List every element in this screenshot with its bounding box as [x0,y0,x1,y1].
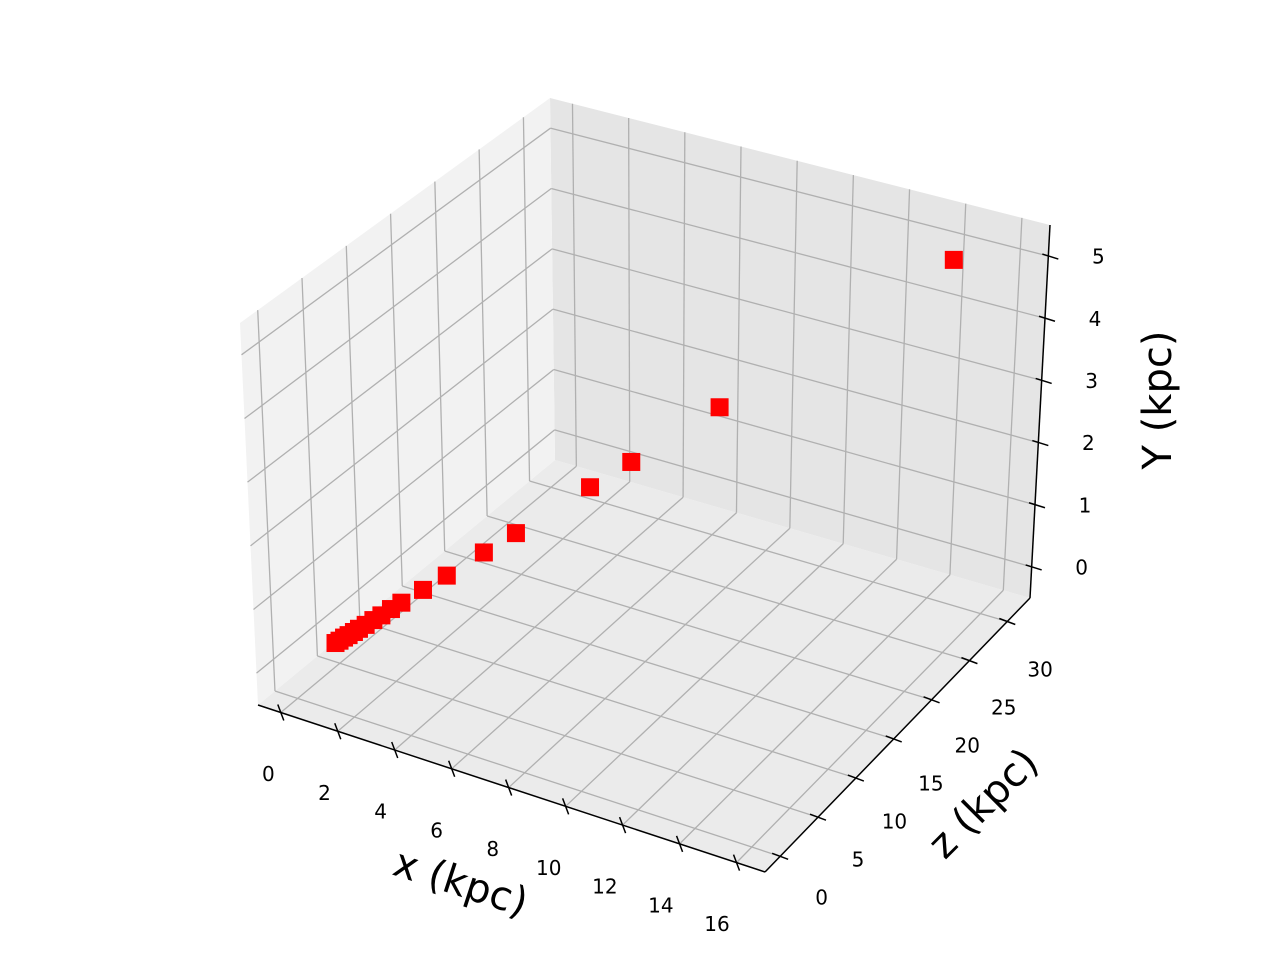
grid-line [552,308,1039,444]
x-tick-label: 12 [592,875,617,899]
x-tick-label: 14 [648,893,673,917]
grid-line [550,127,1049,257]
grid-line [274,690,781,857]
x-tick-label: 0 [262,762,275,786]
tick-mark [1038,315,1056,322]
x-tick-label: 8 [486,837,499,861]
y-tick-label: 5 [1092,245,1105,269]
marker [622,452,641,471]
grid-line [359,620,857,779]
side-pane [240,98,555,705]
grid-line [256,429,555,674]
y-tick-label: 1 [1079,493,1092,517]
grid-line [842,175,855,544]
grid-line [1002,217,1023,591]
y-tick-label: 0 [1075,555,1088,579]
grid-line [451,512,737,770]
x-tick-label: 2 [318,781,331,805]
grid-line [565,543,844,807]
grid [241,103,1049,864]
grid-line [949,203,967,575]
grid-line [486,515,970,662]
y-tick-label: 2 [1082,431,1095,455]
grid-line [444,550,932,701]
marker [944,250,963,269]
tick-mark [1025,564,1042,571]
grid-line [337,481,631,732]
grid-line [394,496,684,751]
grid-line [317,655,819,818]
marker [474,543,493,562]
y-axis-line [1029,224,1051,599]
grid-line [301,277,319,657]
z-tick-label: 25 [991,695,1016,719]
grid-line [478,149,488,517]
grid-line [250,308,554,547]
grid-line [253,368,555,611]
floor-pane [258,460,1030,872]
x-tick-label: 16 [704,912,729,936]
z-tick-label: 0 [815,885,828,909]
x-tick-label: 10 [536,856,561,880]
grid-line [508,527,791,789]
panes [240,98,1050,872]
x-axis-title: x (kpc) [388,840,534,926]
grid-line [571,103,577,467]
back-pane [550,98,1050,598]
marker [581,478,600,497]
marker [437,566,456,585]
marker [414,580,433,599]
grid-line [628,117,631,482]
tick-mark [1028,502,1046,509]
grid-line [389,213,403,587]
grid-line [735,146,742,513]
x-axis-line [257,704,766,873]
tick-mark [1035,377,1052,385]
grid-line [679,574,951,845]
grid-line [554,429,1032,568]
y-axis-title: Y (kpc) [1135,331,1181,471]
grid-line [434,181,446,552]
marks [326,250,963,653]
tick-mark [1042,253,1059,260]
grid-line [247,248,553,483]
marker [710,398,729,417]
grid-line [551,187,1046,319]
marker [506,524,525,543]
grid-line [682,132,686,498]
grid-line [522,117,531,482]
z-tick-label: 15 [918,771,943,795]
grid-line [551,248,1042,382]
y-tick-label: 3 [1085,369,1098,393]
grid-line [529,480,1008,623]
z-tick-label: 20 [955,733,980,757]
grid-line [789,160,798,529]
grid-line [736,589,1004,864]
grid-line [241,127,551,356]
z-tick-label: 10 [882,809,907,833]
z-tick-label: 5 [852,847,865,871]
y-tick-label: 4 [1089,307,1102,331]
z-axis-title: z (kpc) [919,739,1047,867]
grid-line [244,187,552,420]
tick-mark [1032,439,1049,447]
x-tick-label: 4 [374,800,387,824]
z-axis-line [764,597,1031,873]
grid-line [895,189,911,560]
x-tick-label: 6 [430,818,443,842]
grid-line [553,368,1036,506]
grid-line [345,245,361,622]
grid-line [622,558,898,826]
grid-line [402,585,894,740]
grid-line [257,310,276,692]
marker [326,634,345,653]
z-tick-label: 30 [1027,657,1052,681]
